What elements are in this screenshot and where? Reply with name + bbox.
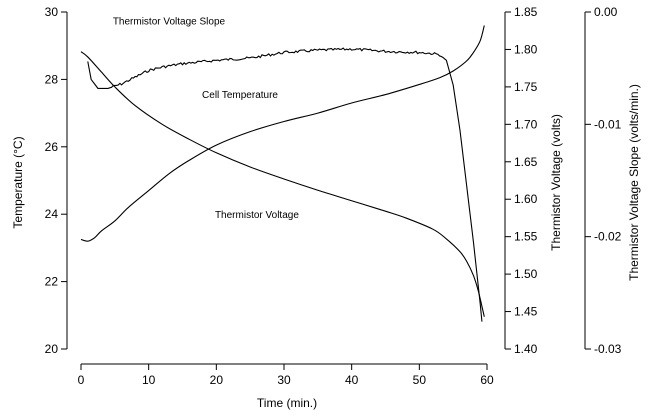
axes-group: 0 10 20 30 40 50 60 Time (min.) 20 22 24 26 28 30 Temp… — [11, 5, 641, 410]
series-label-thermistor-voltage: Thermistor Voltage — [215, 210, 299, 221]
series-line-thermistor-voltage-slope — [87, 47, 483, 322]
y-tick-label-left: 22 — [45, 275, 59, 289]
y-tick-label-right2: 0.00 — [594, 5, 618, 19]
y-axis-title-right2: Thermistor Voltage Slope (volts/min.) — [627, 84, 641, 281]
y-tick-label-right1: 1.55 — [514, 230, 538, 244]
series-group — [80, 25, 485, 322]
labels-group: Cell Temperature Thermistor Voltage Thermi… — [113, 16, 300, 221]
x-tick-label: 50 — [413, 373, 427, 387]
series-line-thermistor-voltage — [80, 51, 485, 317]
series-line-cell-temperature — [80, 25, 485, 242]
x-tick-label: 40 — [345, 373, 359, 387]
y-tick-label-right1: 1.60 — [514, 192, 538, 206]
y-tick-label-right1: 1.50 — [514, 267, 538, 281]
y-axis-title-right1: Thermistor Voltage (volts) — [549, 114, 563, 251]
y-axis-title-left: Temperature (°C) — [11, 136, 25, 228]
x-tick-label: 60 — [480, 373, 494, 387]
x-tick-label: 0 — [78, 373, 85, 387]
y-tick-label-left: 30 — [45, 5, 59, 19]
y-tick-label-right1: 1.65 — [514, 155, 538, 169]
y-tick-label-right2: -0.02 — [594, 230, 622, 244]
y-tick-label-right1: 1.45 — [514, 305, 538, 319]
y-tick-label-right1: 1.85 — [514, 5, 538, 19]
y-tick-label-left: 28 — [45, 72, 59, 86]
y-tick-label-left: 26 — [45, 140, 59, 154]
y-tick-label-right1: 1.70 — [514, 117, 538, 131]
y-tick-label-right2: -0.03 — [594, 342, 622, 356]
y-tick-label-left: 20 — [45, 342, 59, 356]
y-tick-label-right2: -0.01 — [594, 117, 622, 131]
y-tick-label-right1: 1.80 — [514, 42, 538, 56]
y-tick-label-right1: 1.40 — [514, 342, 538, 356]
y-tick-label-right1: 1.75 — [514, 80, 538, 94]
x-axis-title: Time (min.) — [257, 396, 317, 410]
y-tick-label-left: 24 — [45, 207, 59, 221]
x-tick-label: 10 — [142, 373, 156, 387]
x-tick-label: 30 — [277, 373, 291, 387]
x-tick-label: 20 — [210, 373, 224, 387]
series-label-cell-temperature: Cell Temperature — [202, 90, 278, 101]
series-label-thermistor-voltage-slope: Thermistor Voltage Slope — [113, 16, 226, 27]
